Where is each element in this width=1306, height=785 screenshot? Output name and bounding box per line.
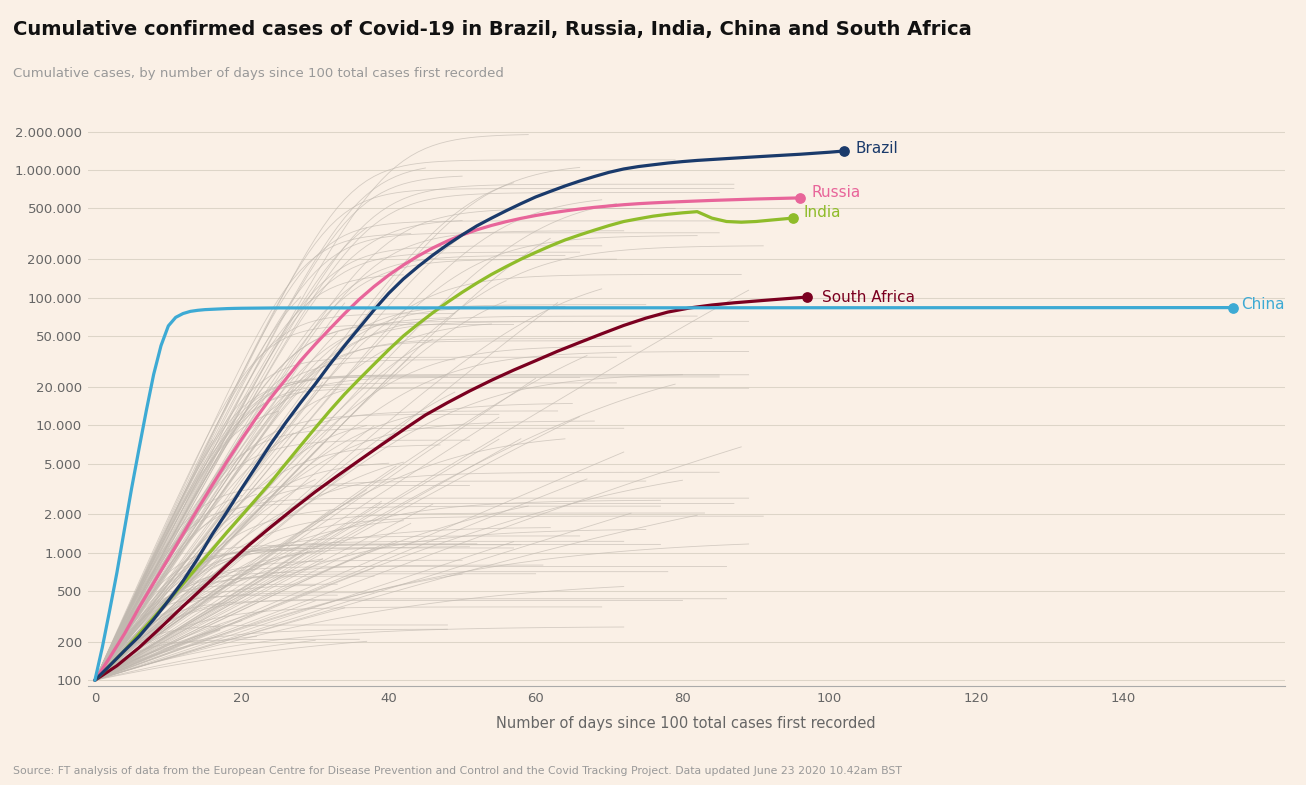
Point — [833, 144, 854, 157]
Text: Source: FT analysis of data from the European Centre for Disease Prevention and : Source: FT analysis of data from the Eur… — [13, 765, 902, 776]
Text: China: China — [1241, 298, 1284, 312]
Point — [782, 212, 803, 225]
Point — [790, 192, 811, 204]
Text: Russia: Russia — [811, 185, 861, 200]
Text: Brazil: Brazil — [855, 141, 897, 155]
Text: Cumulative confirmed cases of Covid-19 in Brazil, Russia, India, China and South: Cumulative confirmed cases of Covid-19 i… — [13, 20, 972, 38]
X-axis label: Number of days since 100 total cases first recorded: Number of days since 100 total cases fir… — [496, 716, 876, 731]
Point — [797, 290, 818, 303]
Text: Cumulative cases, by number of days since 100 total cases first recorded: Cumulative cases, by number of days sinc… — [13, 67, 504, 80]
Point — [1222, 301, 1243, 314]
Text: India: India — [803, 206, 841, 221]
Text: South Africa: South Africa — [821, 290, 916, 305]
